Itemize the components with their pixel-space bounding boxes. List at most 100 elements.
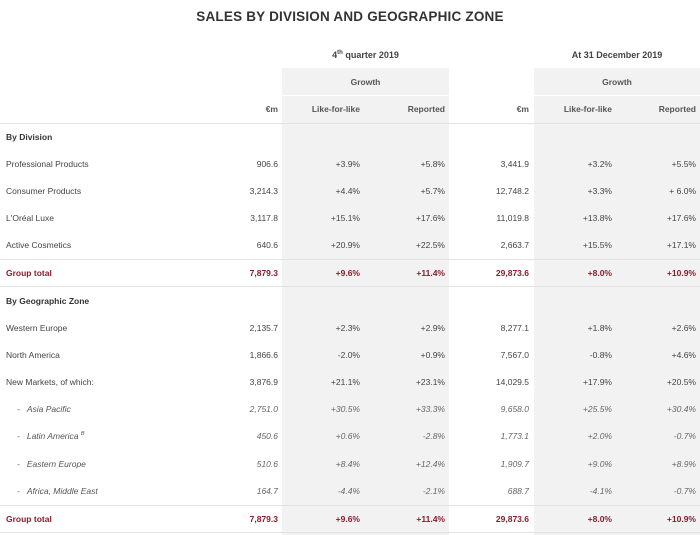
fy-reported-header: Reported	[658, 104, 696, 114]
subrow-label: - Asia Pacific	[17, 404, 71, 414]
q4-reported-value: -2.8%	[422, 431, 445, 441]
q4-value: 3,876.9	[249, 377, 278, 387]
fy-reported-value: +30.4%	[666, 404, 696, 414]
q4-reported-value: +12.4%	[415, 459, 445, 469]
q4-growth-shade	[282, 68, 449, 535]
row-label: Western Europe	[6, 323, 68, 333]
q4-value: 3,214.3	[249, 186, 278, 196]
fy-value: 2,663.7	[500, 240, 529, 250]
fy-lfl-value: +3.3%	[587, 186, 612, 196]
subrow-label-text: Asia Pacific	[26, 404, 71, 414]
fy-reported-value: -0.7%	[673, 431, 696, 441]
q4-reported-value: -2.1%	[422, 486, 445, 496]
q4-period-number: 4	[332, 50, 338, 60]
fy-value: 8,277.1	[500, 323, 529, 333]
q4-value: 510.6	[256, 459, 278, 469]
fy-growth-divider	[534, 95, 700, 96]
fy-value: 1,773.1	[500, 431, 529, 441]
q4-reported-value: +17.6%	[415, 213, 445, 223]
q4-value: 2,751.0	[249, 404, 278, 414]
q4-value: 450.6	[256, 431, 278, 441]
q4-reported-value: +22.5%	[415, 240, 445, 250]
q4-lfl-value: +3.9%	[335, 159, 360, 169]
fy-value: 12,748.2	[495, 186, 529, 196]
fy-lfl-value: +2.0%	[587, 431, 612, 441]
fy-growth-shade	[534, 68, 700, 535]
fy-reported-value: +8.9%	[671, 459, 696, 469]
subrow-label: - Africa, Middle East	[17, 486, 98, 496]
q4-value: 164.7	[256, 486, 278, 496]
fy-lfl-value: +13.8%	[582, 213, 612, 223]
subrow-dash: -	[17, 486, 20, 496]
subrow-dash: -	[17, 459, 20, 469]
fy-value: 1,909.7	[500, 459, 529, 469]
fy-em-header: €m	[516, 104, 529, 114]
q4-period-header: 4th quarter 2019	[282, 50, 449, 60]
fy-value: 11,019.8	[496, 213, 529, 223]
q4-value: 1,866.6	[249, 350, 278, 360]
zone-heading: By Geographic Zone	[6, 296, 90, 306]
q4-period-text: quarter 2019	[342, 50, 399, 60]
fy-total-lfl: +8.0%	[587, 514, 612, 524]
fy-total-reported: +10.9%	[666, 514, 696, 524]
q4-reported-value: +2.9%	[420, 323, 445, 333]
row-label: North America	[6, 350, 60, 360]
fy-reported-value: +20.5%	[666, 377, 696, 387]
q4-reported-value: +33.3%	[415, 404, 445, 414]
fy-reported-value: -0.7%	[673, 486, 696, 496]
q4-lfl-value: +20.9%	[330, 240, 360, 250]
fy-reported-value: +17.6%	[666, 213, 696, 223]
subrow-label-text: Latin America	[26, 431, 79, 441]
q4-lfl-value: +4.4%	[335, 186, 360, 196]
q4-value: 906.6	[256, 159, 278, 169]
fy-lfl-header: Like-for-like	[563, 104, 612, 114]
group-total-label: Group total	[6, 514, 52, 524]
subrow-label-text: Eastern Europe	[26, 459, 86, 469]
subrow-label: - Eastern Europe	[17, 459, 86, 469]
fy-value: 7,567.0	[500, 350, 529, 360]
q4-em-header: €m	[265, 104, 278, 114]
fy-total-lfl: +8.0%	[587, 268, 612, 278]
q4-total-value: 7,879.3	[249, 268, 278, 278]
q4-lfl-value: +15.1%	[330, 213, 360, 223]
fy-total-value: 29,873.6	[495, 514, 529, 524]
fy-total-value: 29,873.6	[495, 268, 529, 278]
q4-lfl-value: -2.0%	[337, 350, 360, 360]
fy-value: 9,658.0	[500, 404, 529, 414]
subrow-label-text: Africa, Middle East	[26, 486, 98, 496]
fy-lfl-value: -4.1%	[589, 486, 612, 496]
footnote-marker: B	[80, 431, 85, 437]
q4-lfl-value: -4.4%	[337, 486, 360, 496]
row-label: L'Oréal Luxe	[6, 213, 54, 223]
fy-reported-value: +2.6%	[671, 323, 696, 333]
q4-reported-header: Reported	[407, 104, 445, 114]
division-total-rule-top	[0, 259, 700, 260]
q4-value: 3,117.8	[250, 213, 278, 223]
fy-lfl-value: +9.0%	[587, 459, 612, 469]
division-total-rule-bottom	[0, 286, 700, 287]
zone-total-rule-top	[0, 505, 700, 506]
fy-value: 3,441.9	[500, 159, 529, 169]
fy-reported-value: +17.1%	[666, 240, 696, 250]
fy-lfl-value: -0.8%	[589, 350, 612, 360]
q4-total-reported: +11.4%	[416, 268, 445, 278]
fy-period-header: At 31 December 2019	[571, 50, 663, 60]
fy-lfl-value: +3.2%	[587, 159, 612, 169]
q4-growth-divider	[282, 95, 449, 96]
fy-value: 688.7	[507, 486, 529, 496]
q4-value: 640.6	[256, 240, 278, 250]
row-label: Professional Products	[6, 159, 89, 169]
fy-reported-value: + 6.0%	[669, 186, 696, 196]
q4-growth-header: Growth	[350, 77, 381, 87]
subrow-label: - Latin America B	[17, 431, 85, 441]
q4-period-suffix: th	[337, 50, 343, 56]
fy-value: 14,029.5	[495, 377, 529, 387]
q4-total-lfl: +9.6%	[335, 514, 360, 524]
fy-reported-value: +4.6%	[671, 350, 696, 360]
q4-lfl-value: +2.3%	[335, 323, 360, 333]
header-rule	[0, 123, 700, 124]
table-title: SALES BY DIVISION AND GEOGRAPHIC ZONE	[196, 9, 504, 24]
subrow-dash: -	[17, 404, 20, 414]
q4-value: 2,135.7	[249, 323, 278, 333]
group-total-label: Group total	[6, 268, 52, 278]
